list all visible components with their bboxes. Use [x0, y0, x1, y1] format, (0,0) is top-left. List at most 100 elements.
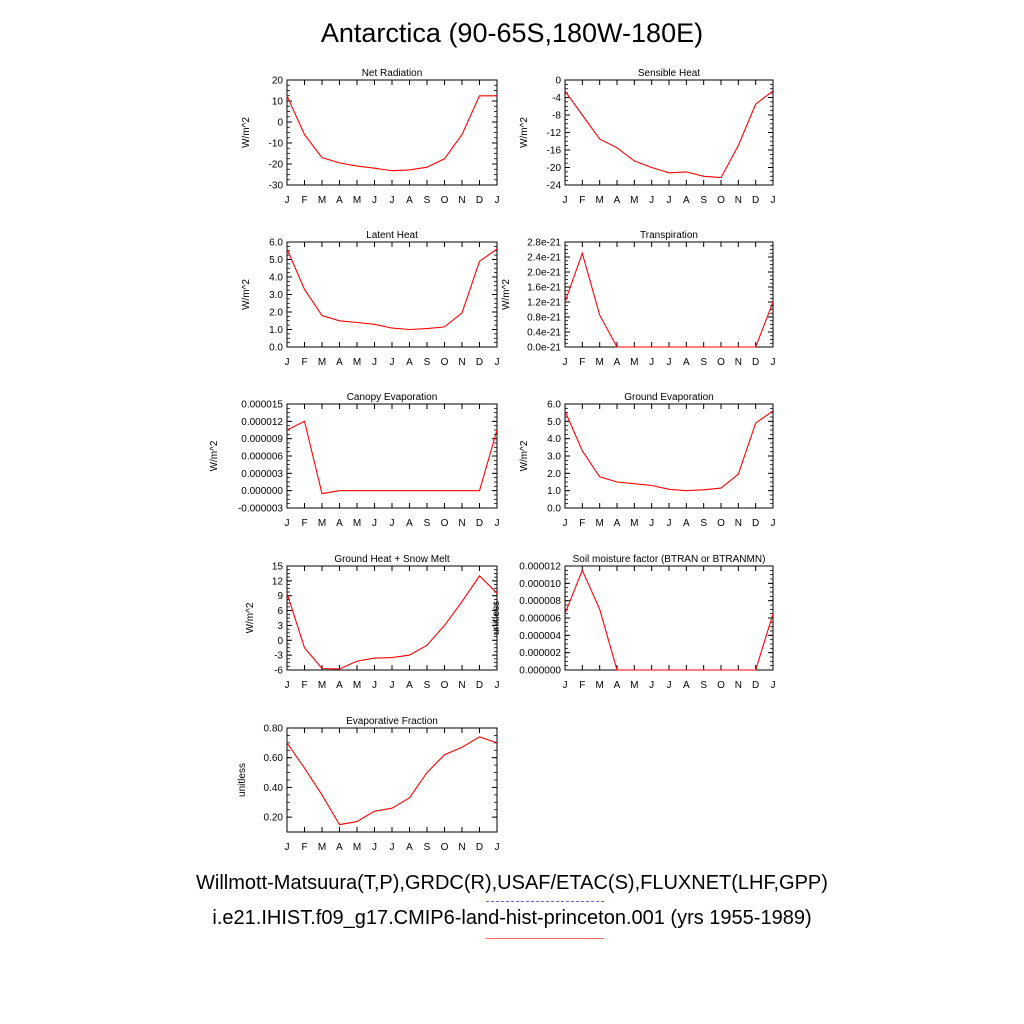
y-tick-label: 0.60: [264, 753, 284, 764]
y-tick-label: 0.0e-21: [527, 343, 561, 354]
x-tick-label: J: [372, 518, 377, 529]
plot-frame: [286, 79, 498, 186]
y-tick-label: 6.0: [547, 400, 561, 411]
y-axis-label: W/m^2: [519, 440, 530, 471]
x-tick-label: M: [595, 357, 603, 368]
x-tick-label: N: [458, 518, 465, 529]
x-tick-label: S: [424, 357, 431, 368]
x-tick-label: A: [406, 680, 413, 691]
x-tick-label: J: [563, 680, 568, 691]
x-tick-label: D: [752, 357, 759, 368]
legend-line-observations: [486, 901, 604, 902]
x-tick-label: J: [390, 357, 395, 368]
y-tick-label: -16: [547, 146, 562, 157]
y-tick-label: 0: [277, 118, 283, 129]
x-tick-label: D: [476, 357, 483, 368]
x-tick-label: N: [458, 195, 465, 206]
x-tick-label: S: [424, 195, 431, 206]
x-tick-label: D: [752, 195, 759, 206]
y-tick-label: 5.0: [269, 255, 283, 266]
x-tick-label: S: [424, 680, 431, 691]
y-tick-label: -10: [269, 139, 284, 150]
x-tick-label: N: [735, 680, 742, 691]
panel-8: Soil moisture factor (BTRAN or BTRANMN) u…: [491, 554, 776, 691]
x-tick-label: D: [476, 518, 483, 529]
x-tick-label: S: [424, 518, 431, 529]
y-tick-label: 0: [555, 76, 561, 87]
series-line: [286, 248, 498, 331]
y-tick-label: 2.0: [547, 469, 561, 480]
panel-title: Canopy Evaporation: [347, 392, 438, 403]
x-tick-label: A: [683, 195, 690, 206]
x-tick-label: N: [735, 518, 742, 529]
y-tick-label: 0.000012: [241, 417, 283, 428]
plot-frame: [286, 241, 498, 348]
x-tick-label: A: [614, 357, 621, 368]
series-line: [286, 575, 498, 670]
x-tick-label: O: [441, 842, 449, 853]
y-tick-label: 0.000006: [241, 452, 283, 463]
x-tick-label: F: [579, 357, 585, 368]
x-tick-label: A: [406, 195, 413, 206]
y-tick-label: 0.80: [264, 724, 284, 735]
x-tick-label: J: [771, 680, 776, 691]
x-tick-label: J: [649, 680, 654, 691]
x-tick-label: J: [771, 357, 776, 368]
y-tick-label: 5.0: [547, 417, 561, 428]
footer-observations-line: Willmott-Matsuura(T,P),GRDC(R),USAF/ETAC…: [196, 872, 828, 894]
x-tick-label: N: [458, 842, 465, 853]
x-tick-label: O: [717, 680, 725, 691]
x-tick-label: N: [458, 357, 465, 368]
y-tick-label: 1.6e-21: [527, 283, 561, 294]
y-tick-label: -30: [269, 181, 284, 192]
x-tick-label: J: [563, 518, 568, 529]
y-tick-label: 0.000012: [519, 562, 561, 573]
y-tick-label: -0.000003: [238, 504, 283, 515]
x-tick-label: D: [752, 518, 759, 529]
x-tick-label: M: [318, 842, 326, 853]
x-tick-label: M: [595, 195, 603, 206]
panel-title: Ground Heat + Snow Melt: [334, 554, 450, 565]
panel-title: Transpiration: [640, 230, 698, 241]
x-tick-label: M: [353, 842, 361, 853]
x-tick-label: M: [353, 518, 361, 529]
x-tick-label: S: [700, 680, 707, 691]
plot-frame: [564, 565, 774, 671]
x-tick-label: J: [563, 357, 568, 368]
plot-frame: [564, 241, 774, 348]
y-tick-label: 4.0: [269, 273, 283, 284]
x-tick-label: O: [441, 195, 449, 206]
x-tick-label: J: [495, 518, 500, 529]
x-tick-label: J: [372, 842, 377, 853]
x-tick-label: F: [301, 680, 307, 691]
x-tick-label: F: [301, 518, 307, 529]
x-tick-label: O: [717, 357, 725, 368]
x-tick-label: J: [563, 195, 568, 206]
y-tick-label: 9: [277, 591, 283, 602]
x-tick-label: M: [353, 680, 361, 691]
x-tick-label: O: [717, 518, 725, 529]
y-tick-label: 2.4e-21: [527, 253, 561, 264]
x-tick-label: M: [318, 357, 326, 368]
x-tick-label: J: [390, 518, 395, 529]
footer-model-line: i.e21.IHIST.f09_g17.CMIP6-land-hist-prin…: [212, 907, 812, 929]
x-tick-label: J: [390, 195, 395, 206]
x-tick-label: D: [476, 195, 483, 206]
x-tick-label: S: [700, 195, 707, 206]
y-tick-label: 0.000015: [241, 400, 283, 411]
x-tick-label: M: [630, 357, 638, 368]
y-tick-label: 2.0: [269, 308, 283, 319]
x-tick-label: M: [353, 357, 361, 368]
x-tick-label: J: [495, 680, 500, 691]
x-tick-label: J: [285, 357, 290, 368]
y-axis-label: W/m^2: [241, 117, 252, 148]
x-tick-label: F: [579, 195, 585, 206]
y-tick-label: 12: [272, 576, 284, 587]
y-tick-label: 1.0: [269, 325, 283, 336]
x-tick-label: A: [336, 195, 343, 206]
x-tick-label: J: [667, 357, 672, 368]
x-tick-label: A: [614, 195, 621, 206]
